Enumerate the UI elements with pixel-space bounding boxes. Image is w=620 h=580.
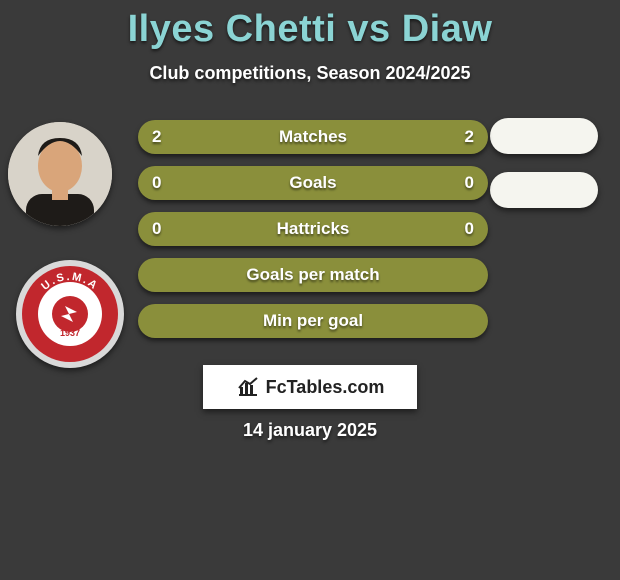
stat-row-matches: 2 Matches 2 xyxy=(138,120,488,154)
generated-date: 14 january 2025 xyxy=(0,420,620,441)
stat-row-goals: 0 Goals 0 xyxy=(138,166,488,200)
stat-bars: 2 Matches 2 0 Goals 0 0 Hattricks 0 Goal… xyxy=(138,120,488,350)
stat-label: Goals xyxy=(138,166,488,200)
player-left-avatar xyxy=(8,122,112,226)
fctables-label: FcTables.com xyxy=(266,377,385,398)
fctables-badge[interactable]: FcTables.com xyxy=(203,365,417,409)
stat-row-goals-per-match: Goals per match xyxy=(138,258,488,292)
stat-row-hattricks: 0 Hattricks 0 xyxy=(138,212,488,246)
stat-row-min-per-goal: Min per goal xyxy=(138,304,488,338)
page-subtitle: Club competitions, Season 2024/2025 xyxy=(0,63,620,84)
stat-right-value: 0 xyxy=(465,166,474,200)
stat-right-value: 0 xyxy=(465,212,474,246)
chart-icon xyxy=(236,375,260,399)
comparison-card: Ilyes Chetti vs Diaw Club competitions, … xyxy=(0,0,620,580)
player-right-avatar-placeholder-2 xyxy=(490,172,598,208)
page-title: Ilyes Chetti vs Diaw xyxy=(0,0,620,51)
player-left-club-badge: U.S.M.A 1937 xyxy=(16,260,124,368)
stat-label: Hattricks xyxy=(138,212,488,246)
svg-text:1937: 1937 xyxy=(60,328,80,338)
stat-label: Matches xyxy=(138,120,488,154)
stat-right-value: 2 xyxy=(465,120,474,154)
player-right-avatar-placeholder-1 xyxy=(490,118,598,154)
